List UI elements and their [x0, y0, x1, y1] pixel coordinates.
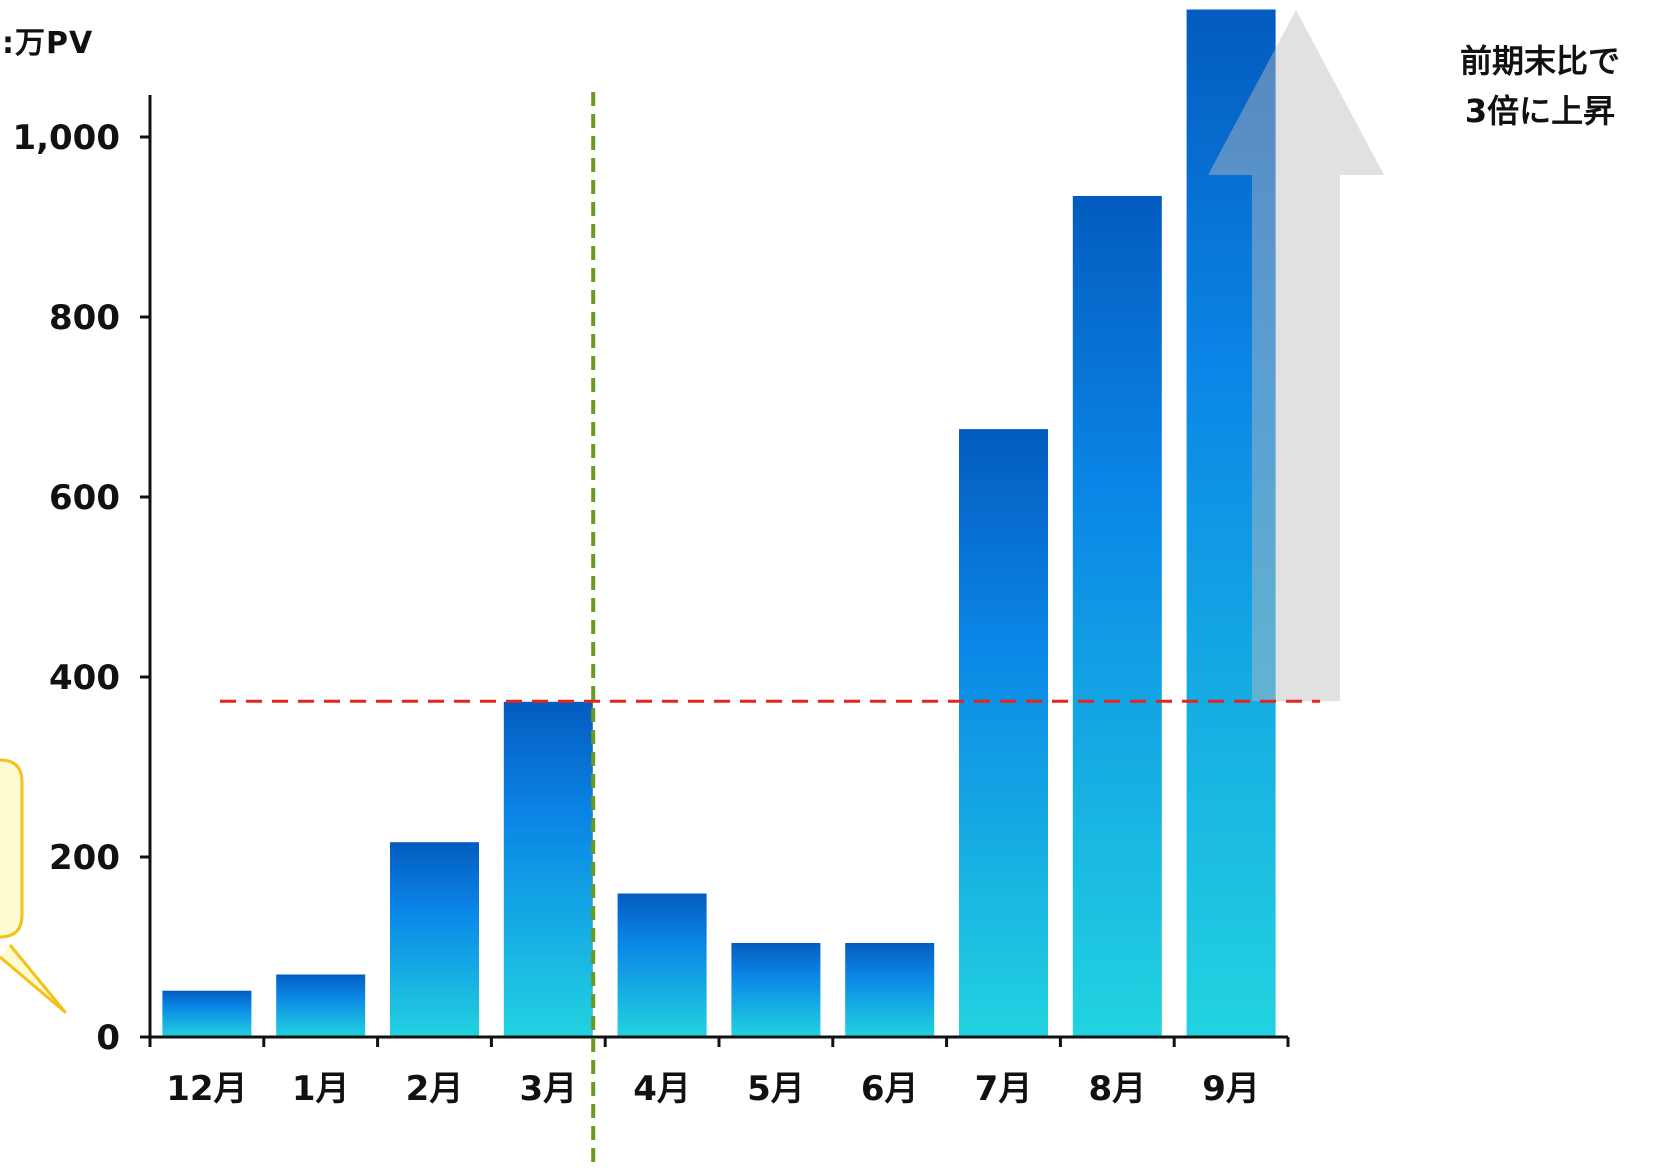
- bar-3: [389, 841, 480, 1038]
- guide-lines: [220, 92, 1320, 1170]
- growth-annotation-line1: 前期末比で: [1459, 42, 1620, 80]
- bar-2: [275, 973, 367, 1038]
- bar-6: [730, 942, 822, 1038]
- bars-group: [161, 8, 1277, 1038]
- y-tick-label: 600: [49, 478, 120, 518]
- y-tick-label: 400: [49, 658, 120, 698]
- x-tick-label: 1月: [292, 1069, 350, 1109]
- bar-5: [616, 892, 708, 1038]
- bar-9: [1071, 195, 1163, 1038]
- y-tick-label: 1,000: [12, 118, 120, 158]
- callout-bubble: [0, 758, 67, 1014]
- growth-annotation-line2: 3倍に上昇: [1464, 92, 1616, 130]
- callout-tail: [0, 944, 67, 1014]
- x-tick-label: 9月: [1202, 1069, 1260, 1109]
- y-tick-label: 0: [96, 1018, 120, 1058]
- callout-box: [0, 758, 24, 939]
- bar-1: [161, 989, 253, 1038]
- x-tick-label: 5月: [747, 1069, 805, 1109]
- x-tick-label: 8月: [1088, 1069, 1146, 1109]
- x-tick-label: 7月: [975, 1069, 1033, 1109]
- x-tick-label: 4月: [633, 1069, 691, 1109]
- y-tick-label: 200: [49, 838, 120, 878]
- y-tick-label: 800: [49, 298, 120, 338]
- axes-group: 0 200 400 600 800 1,000 12月 1月 2月 3月 4月 5月 6月 7月 8月 9月: [12, 95, 1290, 1109]
- bar-8: [958, 428, 1049, 1038]
- x-tick-label: 2月: [406, 1069, 464, 1109]
- bar-4: [502, 700, 594, 1038]
- x-tick-label: 3月: [519, 1069, 577, 1109]
- x-tick-label: 6月: [861, 1069, 919, 1109]
- unit-label: :万PV: [2, 26, 94, 61]
- growth-arrow: [1208, 10, 1384, 702]
- arrow-icon: [1208, 10, 1384, 702]
- bar-10: [1185, 8, 1277, 1038]
- growth-annotation: 前期末比で 3倍に上昇: [1440, 36, 1640, 136]
- x-tick-label: 12月: [166, 1069, 247, 1109]
- bar-7: [844, 942, 936, 1038]
